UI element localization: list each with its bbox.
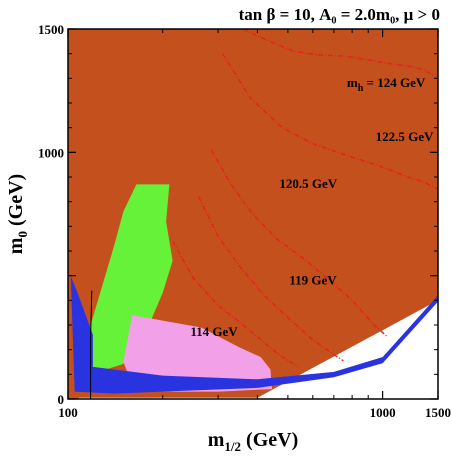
x-tick-label: 1000	[370, 405, 396, 420]
x-axis-label-unit: (GeV)	[241, 429, 298, 451]
contour-label: mh = 124 GeV	[347, 75, 426, 94]
higgs-contour-line	[210, 149, 388, 337]
higgs-contour-line	[171, 240, 299, 368]
relic-density-strip-region	[70, 275, 438, 394]
higgs-contour-line	[197, 196, 344, 362]
region-layer	[68, 29, 438, 399]
y-axis-label-unit: (GeV)	[5, 174, 27, 231]
x-tick-label: 1500	[425, 405, 451, 420]
x-tick-layer: 100 1000 1500	[58, 29, 451, 420]
chart-title: tan β = 10, A₀ = 2.0m₀, μ > 0	[239, 5, 440, 24]
contour-label: 122.5 GeV	[376, 129, 434, 144]
y-axis-label-main: m	[5, 237, 27, 254]
y-tick-label: 0	[58, 392, 65, 407]
contour-layer	[90, 28, 439, 399]
plot-frame	[67, 28, 439, 400]
contour-label-layer: mh = 124 GeV 122.5 GeV 120.5 GeV 119 GeV 114…	[190, 75, 434, 339]
chargino-limit-line	[90, 290, 93, 399]
x-axis-label: m1/2 (GeV)	[208, 429, 299, 454]
bsgamma-excluded-region	[81, 184, 173, 380]
left-excluded-wedge-region	[68, 29, 223, 399]
x-axis-label-main: m	[208, 429, 225, 451]
contour-label: 119 GeV	[289, 272, 337, 287]
y-axis-label-sub: 0	[15, 231, 30, 238]
y-tick-label: 1000	[38, 145, 64, 160]
contour-label: 120.5 GeV	[279, 176, 337, 191]
y-tick-label: 1500	[38, 22, 64, 37]
y-axis-label: m0 (GeV)	[5, 174, 30, 254]
contour-label: 114 GeV	[190, 324, 238, 339]
x-tick-label: 100	[58, 405, 78, 420]
higgs-contour-line	[222, 53, 439, 190]
x-axis-label-sub: 1/2	[224, 439, 241, 454]
gminus2-favoured-region	[123, 315, 273, 392]
y-tick-layer: 0 1000 1500	[38, 22, 438, 407]
